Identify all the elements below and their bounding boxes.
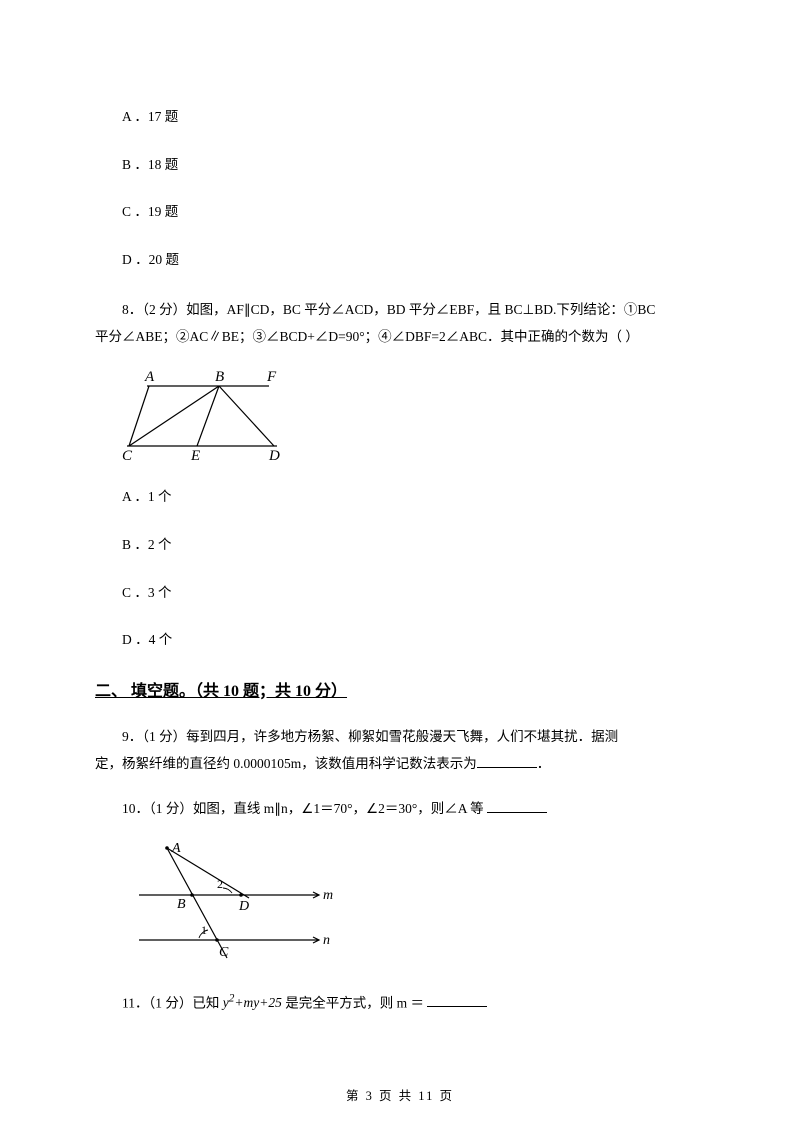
q9-blank	[477, 755, 537, 768]
svg-text:C: C	[122, 448, 133, 463]
q8-option-a: A ．1 个	[95, 486, 705, 508]
q8-option-b: B ．2 个	[95, 534, 705, 556]
q8-option-c: C ．3 个	[95, 582, 705, 604]
q11-math: y2+my+25	[223, 995, 282, 1010]
svg-text:2: 2	[217, 877, 223, 891]
svg-text:E: E	[190, 448, 200, 463]
page-footer: 第 3 页 共 11 页	[0, 1085, 800, 1104]
q8-figure: A B F C E D	[119, 368, 705, 468]
q11-blank	[427, 994, 487, 1007]
q10-blank	[487, 800, 547, 813]
q10-figure: 2 1 A B D C m n	[119, 840, 705, 970]
svg-text:A: A	[171, 841, 181, 856]
q7-option-c: C ．19 题	[95, 201, 705, 223]
q10-text: 10．（1 分）如图，直线 m∥n，∠1＝70°，∠2＝30°，则∠A 等	[95, 795, 705, 822]
svg-text:m: m	[323, 888, 333, 903]
q9-text: 9．（1 分）每到四月，许多地方杨絮、柳絮如雪花般漫天飞舞，人们不堪其扰．据测 …	[95, 723, 705, 777]
svg-text:1: 1	[201, 923, 207, 937]
svg-text:n: n	[323, 933, 330, 948]
q8-stem: 8．（2 分）如图，AF∥CD，BC 平分∠ACD，BD 平分∠EBF，且 BC…	[95, 296, 705, 350]
svg-text:F: F	[266, 369, 277, 385]
svg-text:D: D	[268, 448, 280, 463]
section-2-title: 二、 填空题。（共 10 题；共 10 分）	[95, 677, 705, 701]
svg-text:B: B	[177, 897, 186, 912]
q8-option-d: D ．4 个	[95, 629, 705, 651]
q7-option-d: D ．20 题	[95, 249, 705, 271]
svg-text:C: C	[219, 945, 229, 960]
q11-text: 11．（1 分）已知 y2+my+25 是完全平方式，则 m ＝	[95, 988, 705, 1017]
svg-text:D: D	[238, 899, 249, 914]
svg-text:B: B	[215, 369, 224, 385]
q7-option-a: A ．17 题	[95, 106, 705, 128]
svg-text:A: A	[144, 369, 155, 385]
q7-option-b: B ．18 题	[95, 154, 705, 176]
